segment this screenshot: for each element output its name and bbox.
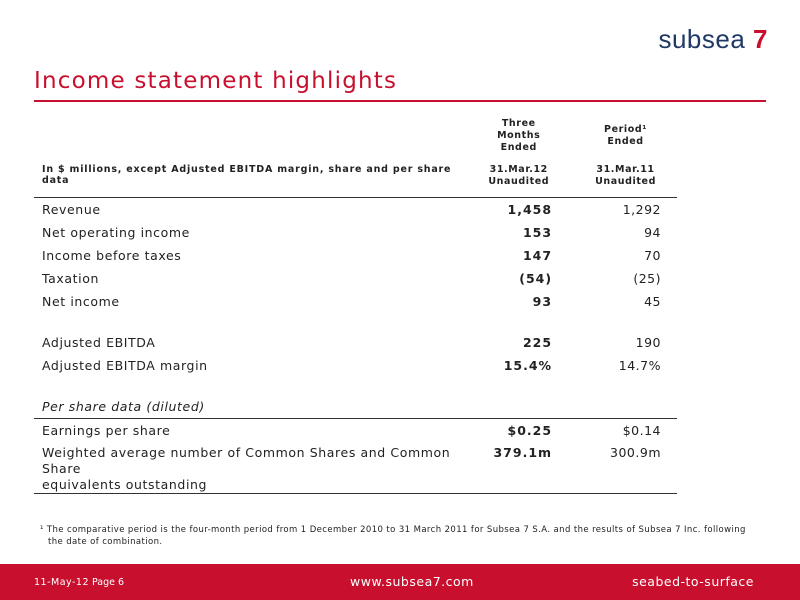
date-header-current: 31.Mar.12 Unaudited: [463, 164, 575, 198]
footnote-line: the date of combination.: [48, 537, 163, 547]
footer-bar: 11-May-12 Page 6 www.subsea7.com seabed-…: [0, 564, 800, 600]
row-value-prior: 300.9m: [574, 442, 677, 494]
table-row: Adjusted EBITDA margin 15.4% 14.7%: [34, 354, 677, 377]
table-row: Adjusted EBITDA 225 190: [34, 331, 677, 354]
row-label: Adjusted EBITDA margin: [42, 358, 208, 373]
title-divider: [34, 100, 766, 102]
table-row: Revenue 1,458 1,292: [34, 198, 677, 222]
table-header-row: Three Months Ended Period¹ Ended: [34, 112, 677, 164]
table-row: Net income 93 45: [34, 290, 677, 313]
table-row: Earnings per share $0.25 $0.14: [34, 419, 677, 443]
page-title: Income statement highlights: [34, 68, 398, 94]
row-value-current: 379.1m: [463, 442, 575, 494]
row-label: Taxation: [42, 271, 100, 286]
section-label: Per share data (diluted): [34, 395, 464, 419]
row-value-prior: 94: [644, 225, 661, 240]
logo-word: subsea: [658, 24, 746, 54]
row-value-current: 225: [522, 335, 553, 350]
row-value-current: 147: [522, 248, 553, 263]
column-header-current: Three Months Ended: [497, 118, 541, 153]
row-value-prior: 190: [635, 335, 661, 350]
row-value-prior: (25): [633, 271, 661, 286]
footnote: ¹ The comparative period is the four-mon…: [40, 524, 760, 548]
footer-tagline: seabed-to-surface: [632, 574, 754, 589]
table-row: Net operating income 153 94: [34, 221, 677, 244]
row-value-prior: [574, 395, 677, 419]
row-value-prior: 1,292: [622, 202, 661, 217]
row-value-current: 93: [532, 294, 553, 309]
row-label: Weighted average number of Common Shares…: [34, 442, 464, 494]
date-header-prior: 31.Mar.11 Unaudited: [574, 164, 677, 198]
row-value-prior: $0.14: [622, 423, 661, 438]
row-label: Income before taxes: [42, 248, 182, 263]
table-row: Income before taxes 147 70: [34, 244, 677, 267]
section-header-row: Per share data (diluted): [34, 395, 677, 419]
footer-date: 11-May-12: [34, 577, 90, 588]
row-value-current: [463, 395, 575, 419]
table-spacer: [34, 377, 677, 395]
website-link[interactable]: www.subsea7.com: [350, 574, 474, 589]
row-value-current: $0.25: [507, 423, 553, 438]
income-statement-table: Three Months Ended Period¹ Ended In $ mi…: [34, 112, 677, 494]
table-caption: In $ millions, except Adjusted EBITDA ma…: [34, 164, 464, 198]
row-value-current: (54): [519, 271, 553, 286]
table-spacer: [34, 313, 677, 331]
row-value-current: 15.4%: [503, 358, 553, 373]
logo-number: 7: [753, 24, 768, 54]
row-value-current: 153: [522, 225, 553, 240]
footnote-line: ¹ The comparative period is the four-mon…: [40, 525, 746, 535]
column-header-prior: Period¹ Ended: [604, 124, 648, 147]
table-subheader-row: In $ millions, except Adjusted EBITDA ma…: [34, 164, 677, 198]
row-label: Net operating income: [42, 225, 190, 240]
row-label: Revenue: [42, 202, 101, 217]
row-value-prior: 45: [644, 294, 661, 309]
page-number: Page 6: [92, 577, 125, 588]
row-label: Earnings per share: [42, 423, 171, 438]
table-row: Taxation (54) (25): [34, 267, 677, 290]
row-label: Net income: [42, 294, 120, 309]
row-value-prior: 70: [644, 248, 661, 263]
row-value-current: 1,458: [507, 202, 553, 217]
row-label: Adjusted EBITDA: [42, 335, 156, 350]
row-value-prior: 14.7%: [618, 358, 661, 373]
subsea7-logo: subsea 7: [658, 24, 768, 55]
table-row: Weighted average number of Common Shares…: [34, 442, 677, 494]
